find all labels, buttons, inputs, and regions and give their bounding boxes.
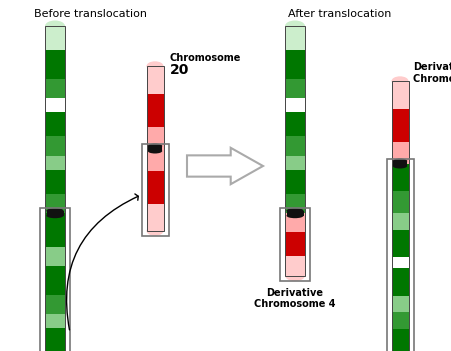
Bar — [147, 93, 164, 126]
Ellipse shape — [393, 159, 407, 164]
Bar — [285, 98, 305, 112]
Ellipse shape — [391, 76, 409, 86]
Text: Chromosome: Chromosome — [170, 53, 241, 63]
Bar — [45, 137, 65, 155]
Bar — [286, 211, 304, 216]
Ellipse shape — [148, 148, 162, 153]
Bar — [45, 26, 65, 351]
Bar — [285, 26, 305, 276]
Ellipse shape — [286, 208, 304, 213]
Bar — [391, 164, 409, 191]
Bar — [46, 211, 64, 216]
Bar — [285, 170, 305, 194]
Bar — [280, 208, 310, 280]
Ellipse shape — [147, 61, 164, 71]
Bar — [45, 155, 65, 170]
Bar — [45, 213, 65, 247]
Text: Derivative
Chromosome 4: Derivative Chromosome 4 — [254, 287, 336, 309]
Bar — [391, 191, 409, 213]
Bar — [391, 329, 409, 351]
Bar — [147, 126, 164, 148]
Bar — [148, 146, 162, 151]
Bar — [285, 137, 305, 155]
Bar — [45, 26, 65, 50]
Bar — [147, 148, 164, 171]
Bar — [147, 66, 164, 93]
Ellipse shape — [46, 213, 64, 218]
Bar — [391, 257, 409, 268]
Bar — [45, 98, 65, 112]
Bar — [147, 66, 164, 231]
Text: 20: 20 — [170, 63, 189, 77]
Bar — [387, 159, 414, 351]
Ellipse shape — [148, 144, 162, 148]
Ellipse shape — [285, 20, 305, 32]
Polygon shape — [187, 148, 263, 184]
Bar — [45, 50, 65, 79]
Bar — [147, 204, 164, 231]
Ellipse shape — [286, 213, 304, 218]
Text: After translocation: After translocation — [288, 9, 391, 19]
Bar — [45, 266, 65, 295]
Bar — [45, 170, 65, 194]
Bar — [391, 141, 409, 164]
Bar — [285, 256, 305, 276]
Ellipse shape — [46, 208, 64, 213]
Bar — [147, 171, 164, 204]
Bar — [45, 194, 65, 213]
Ellipse shape — [285, 270, 305, 281]
Bar — [285, 79, 305, 98]
Bar — [45, 329, 65, 351]
Bar — [391, 81, 409, 108]
Bar — [45, 247, 65, 266]
Bar — [45, 314, 65, 329]
Ellipse shape — [147, 226, 164, 236]
Bar — [391, 230, 409, 257]
Bar — [45, 112, 65, 137]
Bar — [391, 213, 409, 230]
Text: Before translocation: Before translocation — [33, 9, 147, 19]
Ellipse shape — [393, 164, 407, 168]
Bar — [40, 208, 70, 351]
Bar — [285, 213, 305, 232]
Text: Derivative: Derivative — [413, 62, 451, 72]
Bar — [285, 194, 305, 213]
Bar — [391, 268, 409, 296]
Bar — [391, 81, 409, 351]
Bar — [285, 50, 305, 79]
Bar — [391, 108, 409, 141]
Bar — [285, 232, 305, 256]
Text: Chromosome 20: Chromosome 20 — [413, 74, 451, 84]
Bar — [393, 161, 407, 166]
Bar — [142, 144, 169, 236]
Bar — [391, 296, 409, 312]
Bar — [45, 295, 65, 314]
Bar — [285, 112, 305, 137]
Bar — [285, 26, 305, 50]
Ellipse shape — [45, 20, 65, 32]
Bar — [45, 79, 65, 98]
Bar — [391, 312, 409, 329]
Bar — [285, 155, 305, 170]
